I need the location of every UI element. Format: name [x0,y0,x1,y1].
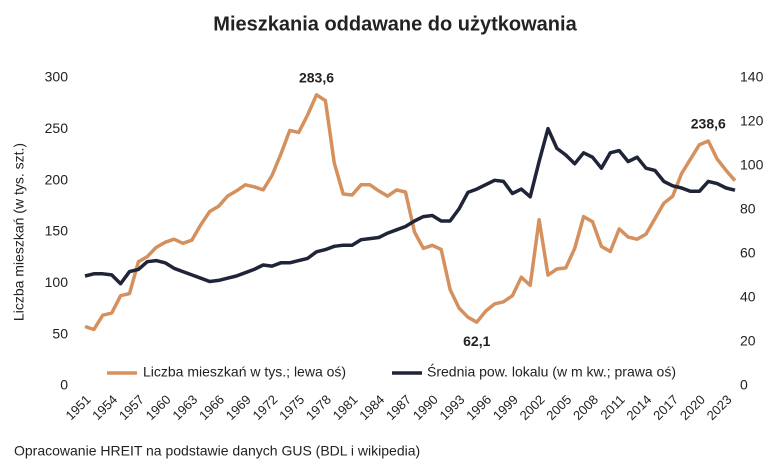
y-tick-label: 0 [60,377,68,393]
y-tick-label: 150 [45,223,69,239]
x-tick-label: 2017 [650,392,681,423]
x-tick-label: 1963 [169,392,200,423]
x-tick-label: 2002 [517,392,548,423]
x-tick-label: 1951 [62,392,93,423]
x-tick-label: 1957 [116,392,147,423]
legend-label: Liczba mieszkań w tys.; lewa oś) [143,364,346,380]
y-tick-label: 100 [45,274,69,290]
y2-tick-label: 40 [740,289,756,305]
y-tick-label: 250 [45,120,69,136]
series-line [84,93,737,332]
x-tick-label: 1984 [356,392,387,423]
x-tick-label: 1981 [330,392,361,423]
x-tick-label: 2014 [623,392,654,423]
series-line [84,126,736,286]
y-tick-label: 200 [45,171,69,187]
x-tick-label: 1954 [89,392,120,423]
y2-tick-label: 60 [740,245,756,261]
y-axis-title: Liczba mieszkań (w tys. szt.) [11,143,27,321]
x-tick-label: 1987 [383,392,414,423]
x-tick-label: 2011 [597,392,627,422]
x-tick-label: 1999 [490,392,521,423]
y2-tick-label: 0 [740,377,748,393]
y-tick-label: 50 [52,325,68,341]
x-tick-label: 1996 [463,392,494,423]
data-label: 283,6 [299,70,334,86]
x-tick-label: 1972 [249,392,280,423]
chart-title: Mieszkania oddawane do użytkowania [213,13,577,35]
legend-label: Średnia pow. lokalu (w m kw.; prawa oś) [427,363,676,380]
y-tick-label: 300 [45,69,69,85]
x-tick-label: 1966 [196,392,227,423]
y2-tick-label: 140 [740,69,764,85]
x-tick-label: 2023 [704,392,735,423]
y2-tick-label: 80 [740,201,756,217]
x-tick-label: 2005 [543,392,574,423]
y2-tick-label: 20 [740,333,756,349]
x-tick-label: 1978 [303,392,334,423]
data-label: 238,6 [691,116,726,132]
x-tick-label: 1969 [223,392,254,423]
x-tick-label: 2008 [570,392,601,423]
source-note: Opracowanie HREIT na podstawie danych GU… [14,443,420,459]
x-tick-label: 1990 [410,392,441,423]
x-tick-label: 1993 [436,392,467,423]
y2-tick-label: 120 [740,113,764,129]
x-tick-label: 1975 [276,392,307,423]
x-tick-label: 2020 [677,392,708,423]
x-tick-label: 1960 [143,392,174,423]
y2-tick-label: 100 [740,157,764,173]
data-label: 62,1 [463,333,490,349]
